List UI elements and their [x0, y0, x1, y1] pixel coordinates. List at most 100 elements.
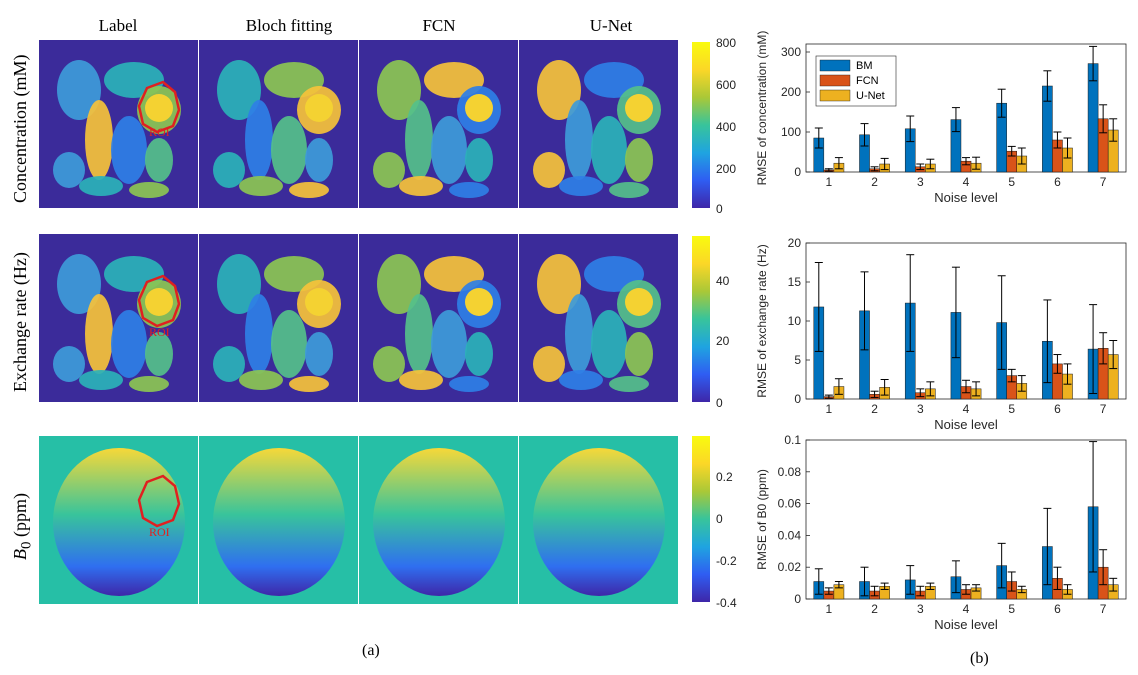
roi-label-exchange: ROI: [149, 325, 170, 339]
x-tick-label: 3: [917, 175, 924, 189]
cbar-tick: 600: [716, 78, 737, 92]
x-tick-label: 5: [1008, 402, 1015, 416]
cbar-tick: 0: [716, 202, 723, 216]
y-tick-label: 200: [781, 85, 801, 99]
map-panel: [519, 234, 678, 402]
brain-slice-image: [533, 448, 665, 596]
legend-label: U-Net: [856, 90, 885, 102]
y-tick-label: 15: [788, 275, 802, 289]
x-tick-label: 5: [1008, 175, 1015, 189]
y-axis-label: RMSE of exchange rate (Hz): [755, 244, 769, 397]
x-axis-label: Noise level: [934, 417, 998, 432]
x-tick-label: 7: [1100, 602, 1107, 616]
x-tick-label: 7: [1100, 175, 1107, 189]
cbar-tick: -0.4: [716, 596, 737, 610]
row-label-concentration: Concentration (mM): [10, 54, 30, 203]
roi-outline-concentration: [137, 80, 181, 134]
y-axis-label: RMSE of B0 (ppm): [755, 469, 769, 570]
x-tick-label: 1: [826, 175, 833, 189]
column-title-unet: U-Net: [589, 16, 633, 35]
cbar-tick: 0: [716, 396, 723, 410]
x-tick-label: 2: [871, 402, 878, 416]
roi-label-concentration: ROI: [149, 125, 170, 139]
brain-slice-image: [53, 254, 181, 392]
y-tick-label: 0.06: [778, 497, 802, 511]
x-tick-label: 6: [1054, 602, 1061, 616]
cbar-tick: 400: [716, 120, 737, 134]
caption-b: (b): [970, 650, 989, 667]
map-panel: [519, 40, 678, 208]
brain-slice-image: [213, 60, 341, 198]
row-label-b0: B0 (ppm): [10, 493, 35, 560]
x-tick-label: 1: [826, 402, 833, 416]
legend-swatch: [819, 74, 851, 87]
plot-area: [805, 439, 1127, 600]
x-tick-label: 7: [1100, 402, 1107, 416]
brain-slice-image: [533, 254, 661, 392]
x-tick-label: 5: [1008, 602, 1015, 616]
y-tick-label: 300: [781, 45, 801, 59]
map-panel: [39, 234, 198, 402]
colorbar-concentration: [692, 42, 710, 208]
caption-a: (a): [362, 642, 380, 659]
legend-swatch: [819, 89, 851, 102]
legend-swatch: [819, 59, 851, 72]
colorbar-b0: [692, 436, 710, 602]
brain-slice-image: [373, 60, 501, 198]
x-tick-label: 2: [871, 602, 878, 616]
brain-slice-image: [373, 448, 505, 596]
roi-label-b0: ROI: [149, 525, 170, 539]
y-tick-label: 0.04: [778, 528, 802, 542]
x-tick-label: 3: [917, 602, 924, 616]
x-axis-label: Noise level: [934, 617, 998, 632]
y-tick-label: 20: [788, 236, 802, 250]
y-axis-label: RMSE of concentration (mM): [755, 31, 769, 186]
brain-slice-image: [533, 60, 661, 198]
y-tick-label: 0: [794, 592, 801, 606]
map-panel: [519, 436, 678, 604]
x-axis-label: Noise level: [934, 190, 998, 205]
map-panel: [199, 234, 358, 402]
y-tick-label: 0: [794, 392, 801, 406]
x-tick-label: 3: [917, 402, 924, 416]
brain-slice-image: [213, 448, 345, 596]
roi-overlay: ROI ROI ROI: [137, 80, 181, 539]
y-tick-label: 100: [781, 125, 801, 139]
map-panel: [39, 40, 198, 208]
y-tick-label: 0: [794, 165, 801, 179]
brain-slice-image: [53, 60, 181, 198]
cbar-tick: -0.2: [716, 554, 737, 568]
cbar-tick: 0.2: [716, 470, 733, 484]
map-panel: [359, 40, 518, 208]
brain-slice-image: [373, 254, 501, 392]
legend-label: BM: [856, 60, 873, 72]
brain-slice-image: [213, 254, 341, 392]
y-tick-label: 0.1: [784, 433, 801, 447]
roi-outline-b0: [137, 474, 181, 528]
x-tick-label: 4: [963, 402, 970, 416]
cbar-tick: 800: [716, 36, 737, 50]
x-tick-label: 6: [1054, 175, 1061, 189]
plot-area: [805, 242, 1127, 400]
row-label-exchange-rate: Exchange rate (Hz): [10, 252, 30, 392]
x-tick-label: 2: [871, 175, 878, 189]
x-tick-label: 4: [963, 602, 970, 616]
column-title-label: Label: [98, 16, 138, 35]
y-tick-label: 5: [794, 353, 801, 367]
map-panel: [359, 234, 518, 402]
y-tick-label: 0.02: [778, 560, 802, 574]
cbar-tick: 20: [716, 334, 730, 348]
roi-outline-exchange: [137, 274, 181, 328]
map-panel: [199, 436, 358, 604]
brain-slice-image: [53, 448, 185, 596]
y-tick-label: 0.08: [778, 465, 802, 479]
x-tick-label: 1: [826, 602, 833, 616]
map-panel: [359, 436, 518, 604]
cbar-tick: 0: [716, 512, 723, 526]
column-title-bloch-fitting: Bloch fitting: [245, 16, 333, 35]
column-title-fcn: FCN: [422, 16, 456, 35]
x-tick-label: 6: [1054, 402, 1061, 416]
colorbar-exchange: [692, 236, 710, 402]
map-panel: [199, 40, 358, 208]
